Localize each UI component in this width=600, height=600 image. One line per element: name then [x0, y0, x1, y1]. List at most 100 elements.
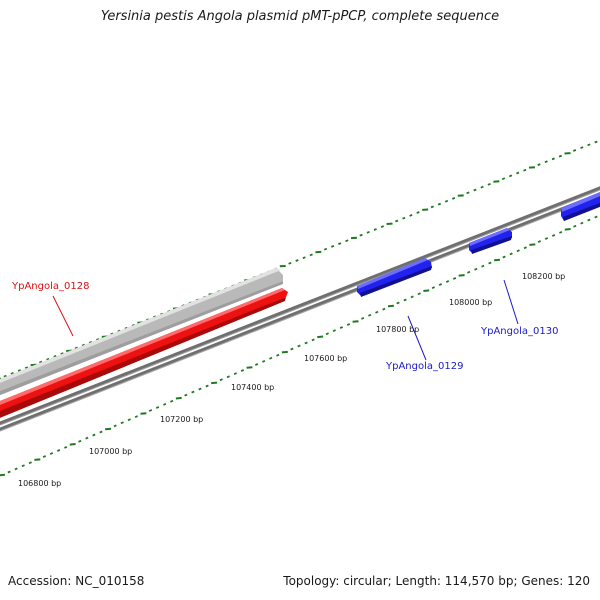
- minor-tick: [113, 424, 117, 428]
- minor-tick: [508, 174, 513, 178]
- major-tick: [458, 274, 465, 277]
- page-title: Yersinia pestis Angola plasmid pMT-pPCP,…: [100, 9, 500, 24]
- leader-line-ypangola-0128: [52, 295, 74, 337]
- minor-tick: [487, 182, 491, 186]
- minor-tick: [288, 261, 292, 265]
- minor-tick: [438, 283, 443, 286]
- position-label: 107600 bp: [304, 354, 347, 363]
- minor-tick: [409, 213, 413, 217]
- minor-tick: [488, 261, 492, 265]
- minor-tick: [559, 230, 563, 234]
- major-tick: [352, 320, 359, 323]
- minor-tick: [346, 323, 351, 326]
- accession-label: Accession: NC_010158: [8, 574, 145, 588]
- minor-tick: [302, 256, 306, 260]
- minor-tick: [373, 228, 377, 231]
- minor-tick: [85, 436, 89, 440]
- minor-tick: [437, 202, 442, 206]
- minor-tick: [134, 415, 138, 419]
- minor-tick: [558, 154, 563, 158]
- minor-tick: [452, 277, 457, 280]
- minor-tick: [430, 205, 434, 209]
- minor-tick: [92, 433, 96, 437]
- minor-tick: [184, 393, 188, 397]
- leader-line-ypangola-0130: [503, 279, 519, 325]
- position-label: 107800 bp: [376, 325, 419, 334]
- major-tick: [317, 335, 324, 339]
- minor-tick: [339, 326, 344, 329]
- leader-line-ypangola-0129: [407, 315, 427, 361]
- minor-tick: [191, 390, 195, 394]
- minor-tick: [295, 259, 299, 262]
- major-tick: [69, 443, 76, 446]
- minor-tick: [325, 332, 329, 336]
- minor-tick: [396, 301, 400, 305]
- gene-label-ypangola-0128[interactable]: YpAngola_0128: [11, 281, 89, 292]
- minor-tick: [205, 384, 209, 388]
- minor-tick: [501, 177, 506, 181]
- minor-tick: [473, 188, 477, 192]
- minor-tick: [53, 355, 57, 358]
- minor-tick: [21, 464, 25, 468]
- minor-tick: [444, 199, 449, 203]
- major-tick: [423, 289, 430, 292]
- minor-tick: [233, 372, 237, 376]
- minor-tick: [330, 245, 335, 248]
- minor-tick: [309, 253, 313, 257]
- minor-tick: [368, 313, 372, 317]
- minor-tick: [10, 371, 14, 375]
- position-label: 108000 bp: [449, 298, 492, 307]
- minor-tick: [60, 352, 64, 355]
- gene-arrow-partial[interactable]: [561, 188, 600, 221]
- minor-tick: [502, 255, 506, 259]
- minor-tick: [96, 338, 100, 341]
- minor-tick: [523, 168, 527, 172]
- minor-tick: [99, 430, 103, 434]
- gene-arrow-ypangola-0128[interactable]: [0, 288, 288, 422]
- sequence-backbone: [0, 186, 600, 432]
- minor-tick: [39, 360, 43, 364]
- minor-tick: [580, 146, 584, 150]
- major-tick: [387, 304, 394, 308]
- minor-tick: [24, 366, 29, 370]
- minor-tick: [345, 239, 349, 243]
- minor-tick: [410, 295, 414, 299]
- minor-tick: [81, 343, 86, 347]
- minor-tick: [466, 191, 470, 195]
- minor-tick: [375, 310, 379, 314]
- minor-tick: [56, 449, 61, 452]
- minor-tick: [551, 234, 556, 237]
- gene-arrow-ypangola-0129[interactable]: [357, 258, 432, 297]
- minor-tick: [219, 378, 223, 382]
- minor-tick: [276, 353, 280, 357]
- minor-tick: [46, 357, 50, 361]
- gene-label-ypangola-0129[interactable]: YpAngola_0129: [385, 361, 463, 372]
- major-tick: [493, 258, 501, 262]
- minor-tick: [359, 233, 363, 237]
- lower-tick-track: [0, 215, 598, 477]
- minor-tick: [124, 326, 128, 330]
- minor-tick: [366, 230, 370, 234]
- minor-tick: [509, 252, 513, 256]
- minor-tick: [544, 237, 549, 240]
- minor-tick: [88, 340, 93, 344]
- minor-tick: [451, 197, 456, 200]
- gene-arrow-ypangola-0130[interactable]: [469, 228, 512, 254]
- minor-tick: [7, 470, 11, 474]
- minor-tick: [594, 215, 598, 219]
- minor-tick: [537, 163, 541, 166]
- major-tick: [34, 458, 41, 461]
- minor-tick: [297, 344, 301, 348]
- major-tick: [246, 366, 253, 369]
- position-label: 108200 bp: [522, 272, 565, 281]
- minor-tick: [573, 224, 577, 228]
- minor-tick: [332, 329, 336, 333]
- minor-tick: [523, 246, 527, 250]
- minor-tick: [28, 461, 32, 465]
- minor-tick: [474, 267, 478, 271]
- major-tick: [140, 412, 147, 415]
- minor-tick: [402, 216, 406, 220]
- gene-label-ypangola-0130[interactable]: YpAngola_0130: [480, 326, 558, 337]
